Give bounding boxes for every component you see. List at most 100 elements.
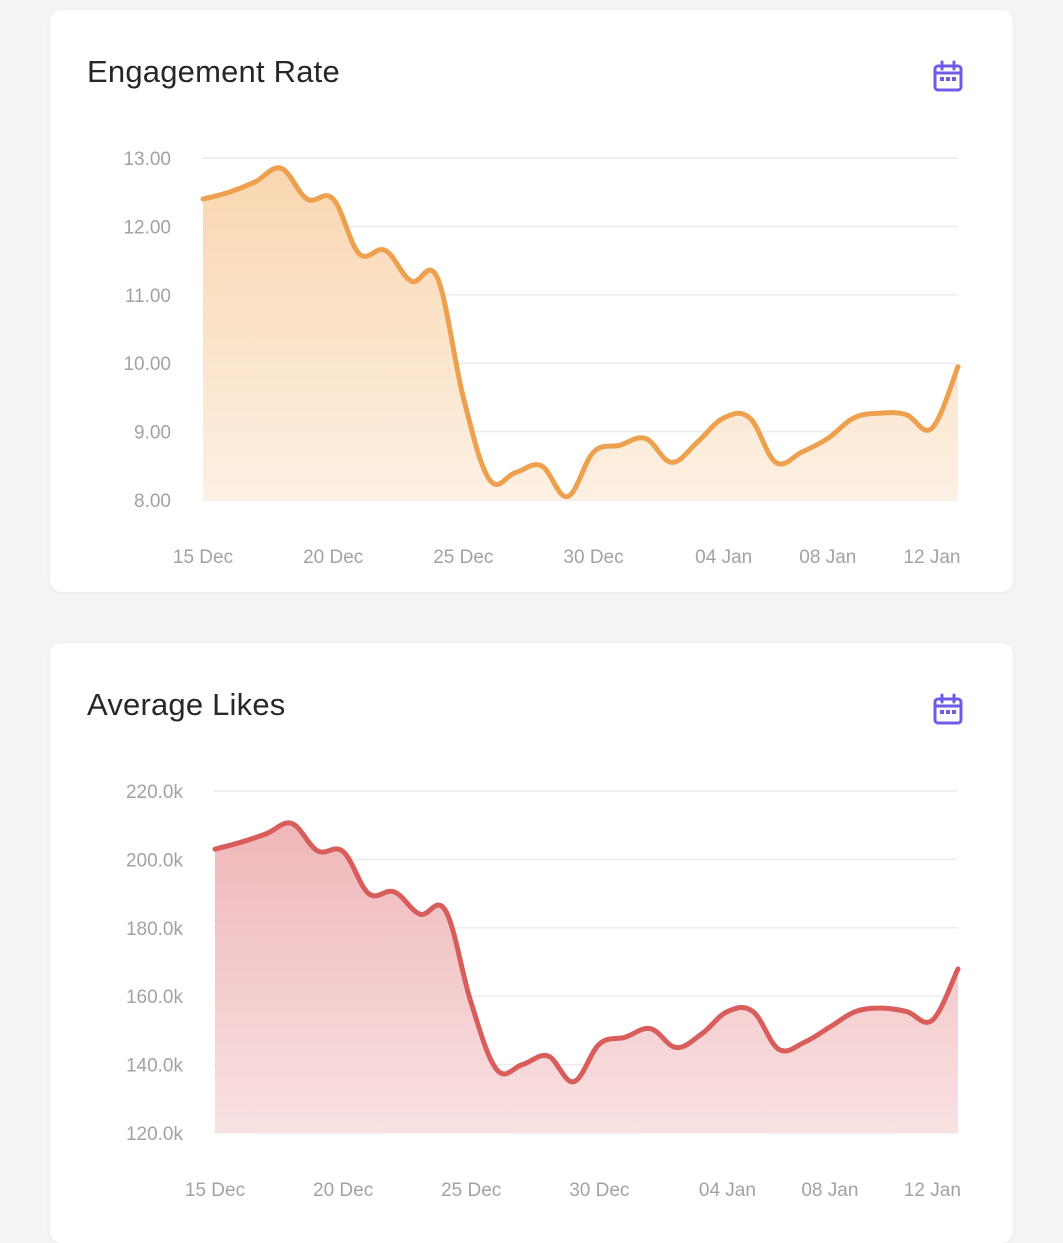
y-tick-label: 200.0k <box>126 850 184 871</box>
data-point[interactable]: 17 Dec: 207.5 <box>260 828 272 840</box>
engagement-rate-title: Engagement Rate <box>87 54 340 89</box>
data-point[interactable]: 25 Dec: 158 <box>465 997 477 1009</box>
x-tick-label: 08 Jan <box>799 547 856 568</box>
data-point[interactable]: 23 Dec: 184 <box>414 908 426 920</box>
data-point[interactable]: 18 Dec: 210.5 <box>286 817 298 829</box>
data-point[interactable]: 01 Jan: 8.9 <box>640 432 652 444</box>
y-tick-label: 10.00 <box>123 354 171 375</box>
y-tick-label: 180.0k <box>126 919 184 940</box>
data-point[interactable]: 26 Dec: 8.3 <box>483 473 495 485</box>
average-likes-chart: 120.0k 140.0k 160.0k 180.0k 200.0k 220.0k 15 D… <box>126 782 964 1201</box>
data-point[interactable]: 25 Dec: 9.5 <box>457 391 469 403</box>
x-tick-label: 15 Dec <box>173 547 233 568</box>
data-point[interactable]: 22 Dec: 11.65 <box>379 244 391 256</box>
data-point[interactable]: 15 Dec: 203 <box>209 843 221 855</box>
data-point[interactable]: 28 Dec: 8.5 <box>535 460 547 472</box>
y-tick-label: 120.0k <box>126 1124 184 1145</box>
data-point[interactable]: 06 Jan: 8.55 <box>770 456 782 468</box>
x-tick-label: 20 Dec <box>313 1180 373 1201</box>
data-point[interactable]: 11 Jan: 155.5 <box>901 1006 913 1018</box>
data-point[interactable]: 16 Dec: 12.5 <box>223 186 235 198</box>
x-tick-label: 12 Jan <box>903 547 960 568</box>
data-point[interactable]: 09 Jan: 9.2 <box>848 412 860 424</box>
data-point[interactable]: 13 Jan: 9.95 <box>952 361 964 373</box>
data-point[interactable]: 20 Dec: 12.4 <box>327 193 339 205</box>
data-point[interactable]: 29 Dec: 135 <box>568 1076 580 1088</box>
data-point[interactable]: 03 Jan: 8.85 <box>692 436 704 448</box>
data-point[interactable]: 02 Jan: 145 <box>670 1042 682 1054</box>
data-point[interactable]: 30 Dec: 8.7 <box>588 446 600 458</box>
data-point[interactable]: 22 Dec: 190.5 <box>388 886 400 898</box>
series-line <box>212 820 961 1085</box>
engagement-rate-chart: 8.00 9.00 10.00 11.00 12.00 13.00 15 Dec 20 Dec… <box>123 149 964 568</box>
engagement-rate-card: Engagement Rate 8.00 9.00 10.00 11.00 12.00 1… <box>50 10 1013 592</box>
data-point[interactable]: 23 Dec: 11.2 <box>405 275 417 287</box>
data-point[interactable]: 13 Jan: 168 <box>952 963 964 975</box>
calendar-icon <box>933 693 963 725</box>
x-tick-label: 30 Dec <box>569 1180 629 1201</box>
y-tick-label: 12.00 <box>123 217 171 238</box>
x-tick-label: 12 Jan <box>904 1180 961 1201</box>
data-point[interactable]: 08 Jan: 8.9 <box>822 432 834 444</box>
data-point[interactable]: 10 Jan: 9.27 <box>874 407 886 419</box>
data-point[interactable]: 27 Dec: 140 <box>516 1059 528 1071</box>
data-point[interactable]: 12 Jan: 9.05 <box>926 422 938 434</box>
data-point[interactable]: 21 Dec: 190 <box>363 888 375 900</box>
y-tick-label: 9.00 <box>134 423 171 444</box>
y-tick-label: 140.0k <box>126 1056 184 1077</box>
x-tick-label: 25 Dec <box>433 547 493 568</box>
data-point[interactable]: 21 Dec: 11.6 <box>353 248 365 260</box>
data-point[interactable]: 20 Dec: 202.3 <box>337 846 349 858</box>
y-tick-label: 220.0k <box>126 782 184 803</box>
average-likes-title: Average Likes <box>87 687 286 722</box>
area-fill <box>203 167 958 500</box>
data-point[interactable]: 19 Dec: 12.4 <box>301 193 313 205</box>
data-point[interactable]: 04 Jan: 9.2 <box>718 412 730 424</box>
y-tick-label: 8.00 <box>134 491 171 512</box>
data-point[interactable]: 05 Jan: 9.2 <box>744 412 756 424</box>
data-point[interactable]: 30 Dec: 146 <box>593 1038 605 1050</box>
data-point[interactable]: 16 Dec: 205 <box>235 836 247 848</box>
data-point[interactable]: 03 Jan: 149 <box>696 1028 708 1040</box>
data-point[interactable]: 08 Jan: 151 <box>824 1021 836 1033</box>
data-point[interactable]: 26 Dec: 138.5 <box>491 1064 503 1076</box>
average-likes-card: Average Likes 120.0k 140.0k 160.0k 180.0k 20… <box>50 643 1013 1243</box>
y-tick-label: 13.00 <box>123 149 171 170</box>
data-point[interactable]: 15 Dec: 12.4 <box>197 193 209 205</box>
data-point[interactable]: 01 Jan: 150.5 <box>645 1023 657 1035</box>
data-point[interactable]: 10 Jan: 156.5 <box>875 1002 887 1014</box>
x-tick-label: 15 Dec <box>185 1180 245 1201</box>
data-point[interactable]: 24 Dec: 185 <box>440 905 452 917</box>
data-point[interactable]: 24 Dec: 11.25 <box>431 272 443 284</box>
y-tick-label: 160.0k <box>126 987 184 1008</box>
data-point[interactable]: 04 Jan: 155.5 <box>721 1006 733 1018</box>
data-point[interactable]: 28 Dec: 142.5 <box>542 1050 554 1062</box>
series-line <box>200 165 961 500</box>
data-point[interactable]: 09 Jan: 155.5 <box>850 1006 862 1018</box>
data-point[interactable]: 05 Jan: 155.5 <box>747 1006 759 1018</box>
data-point[interactable]: 27 Dec: 8.4 <box>509 467 521 479</box>
average-likes-date-button[interactable] <box>931 693 965 727</box>
data-point[interactable]: 12 Jan: 153 <box>926 1014 938 1026</box>
data-point[interactable]: 02 Jan: 8.55 <box>666 456 678 468</box>
calendar-icon <box>933 60 963 92</box>
data-point[interactable]: 19 Dec: 202.5 <box>311 845 323 857</box>
data-point[interactable]: 17 Dec: 12.65 <box>249 176 261 188</box>
data-point[interactable]: 06 Jan: 144.5 <box>773 1043 785 1055</box>
engagement-rate-date-button[interactable] <box>931 60 965 94</box>
x-tick-label: 30 Dec <box>563 547 623 568</box>
area-fill <box>215 822 958 1133</box>
x-tick-label: 08 Jan <box>801 1180 858 1201</box>
x-tick-label: 20 Dec <box>303 547 363 568</box>
data-point[interactable]: 11 Jan: 9.25 <box>900 409 912 421</box>
x-tick-label: 25 Dec <box>441 1180 501 1201</box>
data-point[interactable]: 07 Jan: 146.5 <box>798 1036 810 1048</box>
data-point[interactable]: 18 Dec: 12.85 <box>275 162 287 174</box>
x-tick-label: 04 Jan <box>695 547 752 568</box>
data-point[interactable]: 29 Dec: 8.05 <box>561 491 573 503</box>
y-tick-label: 11.00 <box>125 286 171 307</box>
data-point[interactable]: 31 Dec: 8.8 <box>614 439 626 451</box>
data-point[interactable]: 31 Dec: 148 <box>619 1031 631 1043</box>
data-point[interactable]: 07 Jan: 8.7 <box>796 446 808 458</box>
x-tick-label: 04 Jan <box>699 1180 756 1201</box>
